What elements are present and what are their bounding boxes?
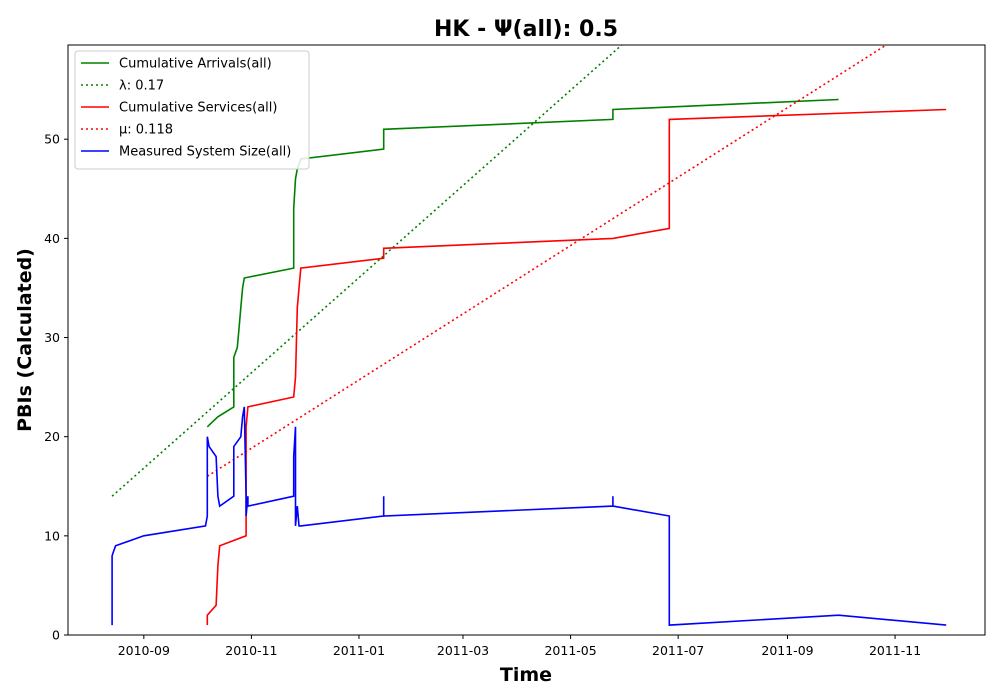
series-line-cumulative-arrivals-all (206, 98, 839, 428)
plot-frame (67, 44, 986, 636)
x-tick-label: 2011-07 (652, 643, 704, 658)
legend-label: Cumulative Arrivals(all) (119, 57, 272, 72)
legend-label: Cumulative Services(all) (119, 101, 277, 116)
y-tick-label: 30 (44, 330, 60, 345)
legend-box (74, 50, 310, 170)
legend-label: λ: 0.17 (119, 79, 164, 94)
y-tick-label: 0 (52, 628, 60, 643)
legend-label: Measured System Size(all) (119, 145, 291, 160)
series-line-0-118 (206, 45, 887, 477)
x-tick-label: 2011-01 (333, 643, 385, 658)
legend-item: μ: 0.118 (81, 123, 173, 138)
legend-label: μ: 0.118 (119, 123, 173, 138)
series-line-cumulative-services-all (206, 108, 947, 626)
x-tick-label: 2010-11 (225, 643, 277, 658)
chart-title: HK - Ψ(all): 0.5 (434, 17, 618, 42)
x-tick-label: 2011-11 (869, 643, 921, 658)
y-tick-label: 10 (44, 528, 60, 543)
x-tick-label: 2011-09 (761, 643, 813, 658)
y-tick-label: 20 (44, 429, 60, 444)
y-tick-label: 40 (44, 231, 60, 246)
x-tick-label: 2011-05 (544, 643, 596, 658)
x-axis-label: Time (500, 664, 552, 686)
legend-item: Measured System Size(all) (81, 145, 291, 160)
y-tick-label: 50 (44, 132, 60, 147)
series-line-measured-system-size-all (111, 406, 947, 626)
legend: Cumulative Arrivals(all) λ: 0.17 Cumulativ… (74, 50, 310, 170)
x-tick-label: 2010-09 (118, 643, 170, 658)
series-layer (111, 45, 947, 626)
legend-item: Cumulative Services(all) (81, 101, 277, 116)
ticks-layer: 2010-09 2010-11 2011-01 2011-03 2011-05 2011-… (44, 132, 921, 658)
legend-item: Cumulative Arrivals(all) (81, 57, 272, 72)
x-tick-label: 2011-03 (437, 643, 489, 658)
series-line-0-17 (111, 45, 623, 497)
y-axis-label: PBIs (Calculated) (14, 248, 36, 432)
legend-item: λ: 0.17 (81, 79, 164, 94)
